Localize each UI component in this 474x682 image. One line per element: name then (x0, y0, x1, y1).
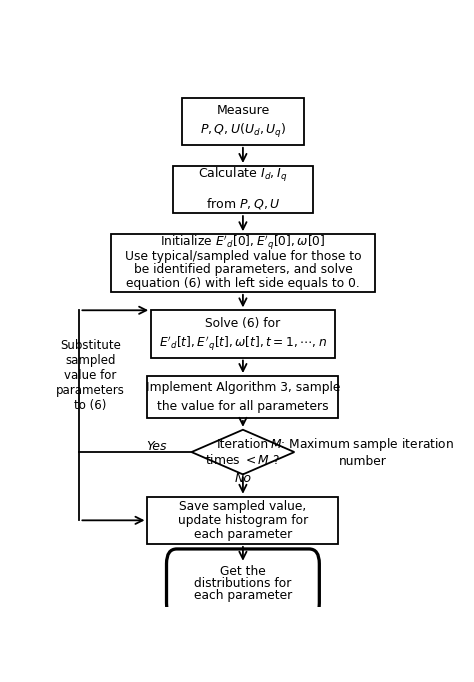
Text: Get the: Get the (220, 565, 266, 578)
FancyBboxPatch shape (110, 234, 375, 292)
Text: Calculate $I_d,I_q$: Calculate $I_d,I_q$ (198, 166, 288, 184)
Text: equation (6) with left side equals to 0.: equation (6) with left side equals to 0. (126, 277, 360, 290)
Text: Solve (6) for: Solve (6) for (205, 317, 281, 330)
FancyBboxPatch shape (182, 98, 303, 145)
Text: No: No (235, 472, 251, 485)
Polygon shape (191, 430, 294, 475)
Text: Save sampled value,: Save sampled value, (179, 499, 307, 512)
FancyBboxPatch shape (166, 549, 319, 618)
Text: Iteration: Iteration (217, 438, 269, 451)
Text: update histogram for: update histogram for (178, 514, 308, 527)
Text: Substitute
sampled
value for
parameters
to (6): Substitute sampled value for parameters … (56, 340, 125, 413)
Text: be identified parameters, and solve: be identified parameters, and solve (134, 263, 352, 276)
Text: Implement Algorithm 3, sample: Implement Algorithm 3, sample (146, 381, 340, 394)
Text: from $P,Q,U$: from $P,Q,U$ (206, 196, 280, 211)
Text: the value for all parameters: the value for all parameters (157, 400, 329, 413)
FancyBboxPatch shape (147, 376, 338, 418)
Text: times $<M$ ?: times $<M$ ? (205, 452, 281, 466)
Text: $E'_d[t], E'_q[t], \omega[t], t=1,\cdots,n$: $E'_d[t], E'_q[t], \omega[t], t=1,\cdots… (159, 335, 327, 353)
Text: $M$: Maximum sample iteration
number: $M$: Maximum sample iteration number (270, 436, 454, 468)
Text: Use typical/sampled value for those to: Use typical/sampled value for those to (125, 250, 361, 263)
Text: Yes: Yes (146, 440, 167, 453)
Text: $P,Q,U(U_d,U_q)$: $P,Q,U(U_d,U_q)$ (200, 123, 286, 140)
FancyBboxPatch shape (173, 166, 313, 213)
Text: distributions for: distributions for (194, 577, 292, 590)
Text: Measure: Measure (216, 104, 270, 117)
FancyBboxPatch shape (147, 496, 338, 544)
Text: each parameter: each parameter (194, 528, 292, 541)
FancyBboxPatch shape (151, 310, 335, 357)
Text: each parameter: each parameter (194, 589, 292, 602)
Text: Initialize $E'_d[0], E'_q[0], \omega[0]$: Initialize $E'_d[0], E'_q[0], \omega[0]$ (160, 234, 326, 252)
